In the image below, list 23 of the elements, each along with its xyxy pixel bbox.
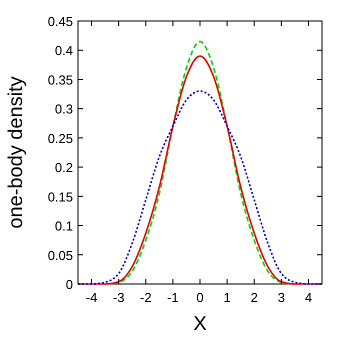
x-tick-label: 2 bbox=[250, 290, 258, 305]
x-tick-label: 3 bbox=[278, 290, 285, 305]
line-series bbox=[77, 55, 323, 285]
y-tick-label: 0.45 bbox=[48, 14, 73, 29]
x-tick-label: 1 bbox=[223, 290, 231, 305]
y-tick-label: 0 bbox=[66, 277, 73, 292]
y-tick-label: 0.35 bbox=[48, 72, 73, 88]
y-tick-label: 0.4 bbox=[54, 43, 73, 58]
y-tick-label: 0.1 bbox=[54, 218, 73, 234]
x-tick-label: 0 bbox=[196, 290, 204, 305]
y-axis-title: one-body density bbox=[5, 76, 27, 229]
x-tick-label: -1 bbox=[167, 290, 179, 305]
x-tick-label: -4 bbox=[86, 290, 98, 305]
y-tick-label: 0.05 bbox=[48, 248, 73, 263]
x-tick-label: -3 bbox=[112, 290, 124, 305]
y-tick-label: 0.2 bbox=[54, 160, 73, 176]
x-tick-label: -2 bbox=[140, 290, 152, 305]
x-axis-title: X bbox=[193, 313, 207, 335]
x-tick-label: 4 bbox=[304, 290, 312, 305]
y-tick-label: 0.25 bbox=[48, 130, 73, 146]
line-series bbox=[77, 90, 323, 285]
y-tick-label: 0.15 bbox=[48, 189, 73, 204]
y-tick-label: 0.3 bbox=[54, 102, 73, 117]
